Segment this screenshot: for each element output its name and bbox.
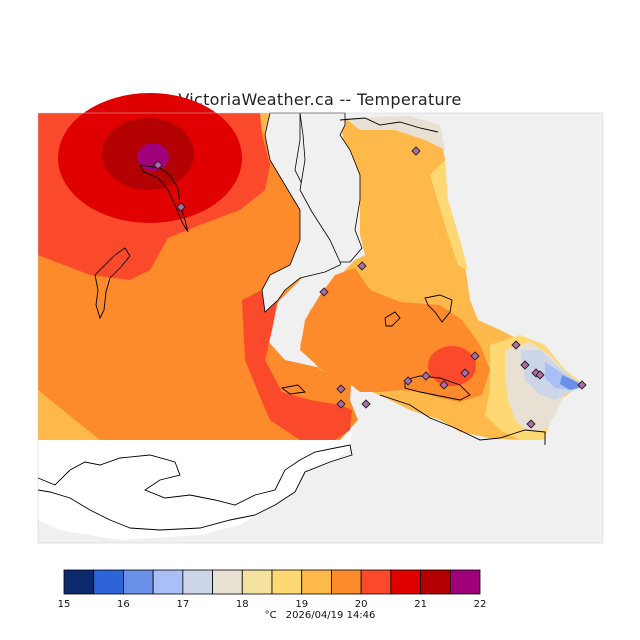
legend-swatch xyxy=(420,569,451,595)
coast-islet-2 xyxy=(384,311,401,327)
zone-18-north xyxy=(345,116,445,150)
zone-20-south xyxy=(242,290,352,440)
station-marker[interactable] xyxy=(577,380,587,390)
legend-tick-label: 16 xyxy=(117,599,130,610)
legend-swatch xyxy=(241,569,273,595)
station-marker[interactable] xyxy=(176,202,186,212)
stations[interactable] xyxy=(153,146,587,429)
coastlines xyxy=(37,112,604,544)
temperature-field xyxy=(38,93,585,440)
coast-island-north xyxy=(139,164,189,233)
legend-swatch xyxy=(152,569,184,595)
legend-tick-label: 19 xyxy=(295,599,308,610)
legend-swatch xyxy=(212,569,243,595)
legend-swatch xyxy=(93,569,124,595)
station-marker[interactable] xyxy=(460,368,470,378)
timestamp: 2026/04/19 14:46 xyxy=(285,610,376,621)
coast-islet xyxy=(280,384,306,395)
water-bodies xyxy=(38,112,363,540)
coast-south-east xyxy=(379,394,546,445)
legend-unit: °C xyxy=(264,610,277,621)
zone-19-a xyxy=(38,390,100,440)
coast-south-island xyxy=(37,444,353,531)
legend-ticks: 15 16 17 18 19 20 21 22 xyxy=(58,599,487,610)
station-marker[interactable] xyxy=(403,376,413,386)
coast-island-west xyxy=(94,247,131,320)
strait-mid xyxy=(299,112,363,263)
legend-swatch xyxy=(449,569,481,595)
legend-swatch xyxy=(271,569,303,595)
legend-tick-label: 22 xyxy=(474,599,487,610)
ocean-blank xyxy=(38,430,352,540)
coast-island-east xyxy=(424,294,453,323)
legend-tick-label: 18 xyxy=(236,599,249,610)
legend-swatch xyxy=(63,569,95,595)
station-marker[interactable] xyxy=(421,371,431,381)
legend-swatch xyxy=(331,569,362,595)
legend-swatch xyxy=(301,569,332,595)
station-marker[interactable] xyxy=(336,399,346,409)
legend-swatch xyxy=(360,569,392,595)
legend-tick-label: 21 xyxy=(414,599,427,610)
station-marker[interactable] xyxy=(511,340,521,350)
station-marker[interactable] xyxy=(470,351,480,361)
map-frame xyxy=(37,112,604,544)
legend-tick-label: 20 xyxy=(355,599,368,610)
zone-19-yellow xyxy=(430,160,468,270)
legend-swatch xyxy=(390,569,421,595)
station-marker[interactable] xyxy=(153,160,163,170)
station-marker[interactable] xyxy=(361,399,371,409)
legend-footer: °C 2026/04/19 14:46 xyxy=(0,610,640,621)
legend-swatch xyxy=(123,569,154,595)
station-marker[interactable] xyxy=(357,261,367,271)
legend-swatches xyxy=(63,569,481,595)
legend-swatch xyxy=(182,569,213,595)
station-marker[interactable] xyxy=(336,384,346,394)
station-marker[interactable] xyxy=(535,370,545,380)
station-marker[interactable] xyxy=(319,287,329,297)
map-title: VictoriaWeather.ca -- Temperature xyxy=(178,90,462,109)
legend-tick-label: 15 xyxy=(58,599,71,610)
coast-north-east xyxy=(339,117,439,133)
station-marker[interactable] xyxy=(526,419,536,429)
coast-inlet xyxy=(404,375,471,401)
legend-tick-label: 17 xyxy=(176,599,189,610)
station-marker[interactable] xyxy=(520,360,530,370)
station-marker[interactable] xyxy=(439,380,449,390)
station-marker[interactable] xyxy=(411,146,421,156)
